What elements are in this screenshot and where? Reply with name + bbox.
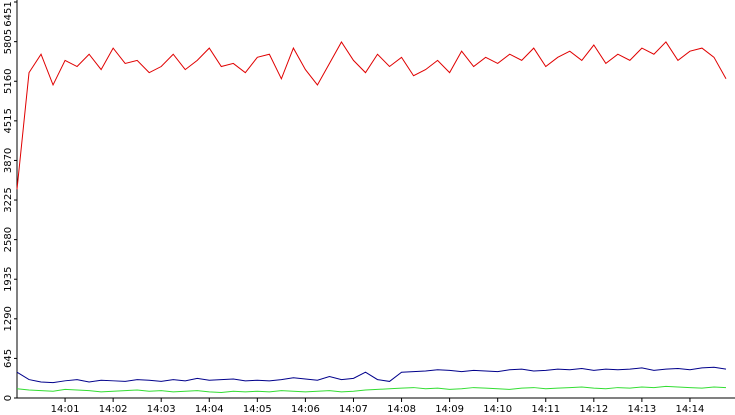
x-tick-label: 14:05 (243, 404, 272, 415)
x-tick-label: 14:10 (483, 404, 512, 415)
x-tick-label: 14:13 (627, 404, 656, 415)
x-tick-label: 14:11 (531, 404, 560, 415)
series-line (16, 385, 727, 393)
x-tick-label: 14:08 (387, 404, 416, 415)
y-tick-label: 4515 (3, 108, 14, 133)
y-tick-label: 3225 (3, 187, 14, 212)
series-line (16, 40, 727, 190)
x-tick-label: 14:12 (579, 404, 608, 415)
y-tick-label: 5160 (3, 69, 14, 94)
y-tick-label: 3870 (3, 148, 14, 173)
x-tick-label: 14:02 (99, 404, 128, 415)
x-tick-label: 14:09 (435, 404, 464, 415)
x-tick-label: 14:07 (339, 404, 368, 415)
x-tick-label: 14:04 (195, 404, 224, 415)
x-tick-label: 14:01 (51, 404, 80, 415)
y-tick-label: 0 (3, 395, 14, 401)
y-tick-label: 2580 (3, 227, 14, 252)
y-tick-label: 1935 (3, 266, 14, 291)
y-tick-label: 1290 (3, 306, 14, 331)
y-tick-label: 5805 (3, 29, 14, 54)
y-tick-label: 6451 (3, 1, 14, 26)
y-tick-label: 645 (3, 349, 14, 368)
x-tick-label: 14:03 (147, 404, 176, 415)
x-tick-label: 14:06 (291, 404, 320, 415)
x-tick-label: 14:14 (676, 404, 705, 415)
series-line (16, 366, 727, 384)
